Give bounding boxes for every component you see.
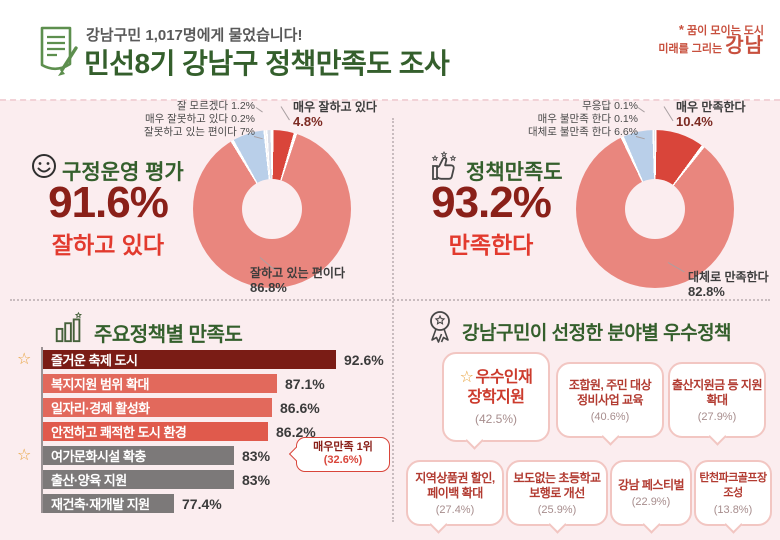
horizontal-divider	[10, 299, 770, 301]
segment-label: 잘못하고 있는 편이다	[144, 126, 237, 138]
bar-label: 안전하고 쾌적한 도시 환경	[51, 425, 187, 440]
panel-title-policy-satisfaction: 정책만족도	[466, 161, 563, 184]
donut-small-labels-right: 무응답 0.1% 매우 불만족 한다 0.1% 대체로 불만족 한다 6.6%	[478, 100, 638, 139]
policy-card-park-golf: 탄천파크골프장 조성 (13.8%)	[694, 460, 772, 534]
logo-mark: *	[678, 22, 684, 37]
gangnam-logo: * 꿈이 모이는 도시 미래를 그리는 강남	[658, 22, 764, 57]
bar-value: 83%	[242, 447, 271, 464]
bar: 출산·양육 지원	[43, 470, 234, 489]
bar-value: 86.2%	[276, 423, 316, 440]
policy-satisfaction-verdict: 만족한다	[448, 232, 534, 258]
segment-value: 6.6%	[614, 126, 638, 138]
bar: 즐거운 축제 도시	[43, 350, 336, 369]
medal-icon	[430, 311, 450, 343]
star-icon: ☆	[459, 369, 474, 386]
policy-card-scholarship: ☆ 우수인재 장학지원 (42.5%)	[442, 352, 550, 450]
segment-label: 대체로 불만족 한다	[527, 126, 612, 138]
bar-value: 83%	[242, 471, 271, 488]
smiley-icon	[32, 154, 56, 178]
bar: 여가문화시설 확충	[43, 446, 234, 465]
segment-value: 1.2%	[231, 100, 255, 112]
segment-label: 무응답	[582, 100, 612, 112]
logo-line1: 꿈이 모이는 도시	[687, 25, 764, 37]
header-divider	[0, 99, 780, 101]
bar-label: 즐거운 축제 도시	[51, 353, 138, 368]
bar-value: 77.4%	[182, 495, 222, 512]
bar-label: 출산·양육 지원	[51, 473, 127, 488]
bar-row-jobs-economy: 일자리·경제 활성화 86.6%	[43, 398, 320, 417]
policy-card-maintenance-education: 조합원, 주민 대상 정비사업 교육 (40.6%)	[556, 362, 664, 446]
callout-very-satisfied: 매우 만족한다 10.4%	[676, 100, 746, 129]
section-title-best-policies: 강남구민이 선정한 분야별 우수정책	[462, 323, 732, 344]
segment-label: 잘 모르겠다	[176, 100, 229, 112]
callout-mostly-satisfied: 대체로 만족한다 82.8%	[688, 270, 769, 299]
bar-row-welfare: 복지지원 범위 확대 87.1%	[43, 374, 325, 393]
policy-card-gift-certificate: 지역상품권 할인, 페이백 확대 (27.4%)	[406, 460, 504, 534]
segment-label: 매우 잘못하고 있다	[144, 113, 229, 125]
segment-value: 7%	[239, 126, 255, 138]
bar-row-festival-city: ☆ 즐거운 축제 도시 92.6%	[17, 350, 384, 369]
star-icon: ☆	[17, 447, 32, 464]
bar: 복지지원 범위 확대	[43, 374, 277, 393]
bar-value: 86.6%	[280, 399, 320, 416]
bar: 안전하고 쾌적한 도시 환경	[43, 422, 268, 441]
vertical-divider	[392, 118, 394, 522]
bar-value: 87.1%	[285, 375, 325, 392]
annotation-bubble: 매우만족 1위 (32.6%)	[288, 437, 390, 472]
callout-doing-well: 잘하고 있는 편이다 86.8%	[250, 266, 345, 295]
bar: 재건축·재개발 지원	[43, 494, 174, 513]
panel-title-govt-eval: 구정운영 평가	[62, 161, 184, 184]
callout-very-good: 매우 잘하고 있다 4.8%	[293, 100, 377, 129]
donut-hole	[625, 179, 685, 239]
bar-row-safe-city: 안전하고 쾌적한 도시 환경 86.2%	[43, 422, 316, 441]
section-title-bar-chart: 주요정책별 만족도	[94, 324, 243, 346]
segment-label: 매우 불만족 한다	[537, 113, 612, 125]
bar-value: 92.6%	[344, 351, 384, 368]
donut-hole	[242, 179, 302, 239]
policy-card-gangnam-festival: 강남 페스티벌 (22.9%)	[610, 460, 692, 534]
survey-subtitle: 강남구민 1,017명에게 물었습니다!	[86, 27, 303, 44]
bar-axis	[41, 347, 43, 513]
bar-label: 재건축·재개발 지원	[51, 497, 150, 512]
bar-row-childbirth: 출산·양육 지원 83%	[43, 470, 270, 489]
logo-line2: 미래를 그리는	[658, 43, 723, 55]
policy-satisfaction-value: 93.2%	[431, 178, 552, 227]
donut-small-labels-left: 잘 모르겠다 1.2% 매우 잘못하고 있다 0.2% 잘못하고 있는 편이다 7%	[95, 100, 255, 139]
thumbs-up-icon	[431, 150, 457, 180]
star-icon: ☆	[17, 351, 32, 368]
bar: 일자리·경제 활성화	[43, 398, 272, 417]
logo-brand: 강남	[725, 35, 764, 57]
govt-eval-verdict: 잘하고 있다	[51, 232, 165, 258]
segment-value: 0.1%	[614, 100, 638, 112]
policy-card-childbirth-support: 출산지원금 등 지원 확대 (27.9%)	[668, 362, 766, 446]
document-pencil-icon	[40, 26, 78, 76]
segment-value: 0.1%	[614, 113, 638, 125]
bar-row-leisure-culture: ☆ 여가문화시설 확충 83%	[17, 446, 271, 465]
bar-chart-icon	[55, 311, 82, 343]
page-title: 민선8기 강남구 정책만족도 조사	[84, 48, 450, 79]
bar-label: 일자리·경제 활성화	[51, 401, 150, 416]
bar-label: 복지지원 범위 확대	[51, 377, 149, 392]
bar-label: 여가문화시설 확충	[51, 449, 146, 464]
segment-value: 0.2%	[231, 113, 255, 125]
bar-row-redevelopment: 재건축·재개발 지원 77.4%	[43, 494, 222, 513]
govt-eval-value: 91.6%	[48, 178, 169, 227]
policy-card-school-walkway: 보도없는 초등학교 보행로 개선 (25.9%)	[506, 460, 608, 534]
